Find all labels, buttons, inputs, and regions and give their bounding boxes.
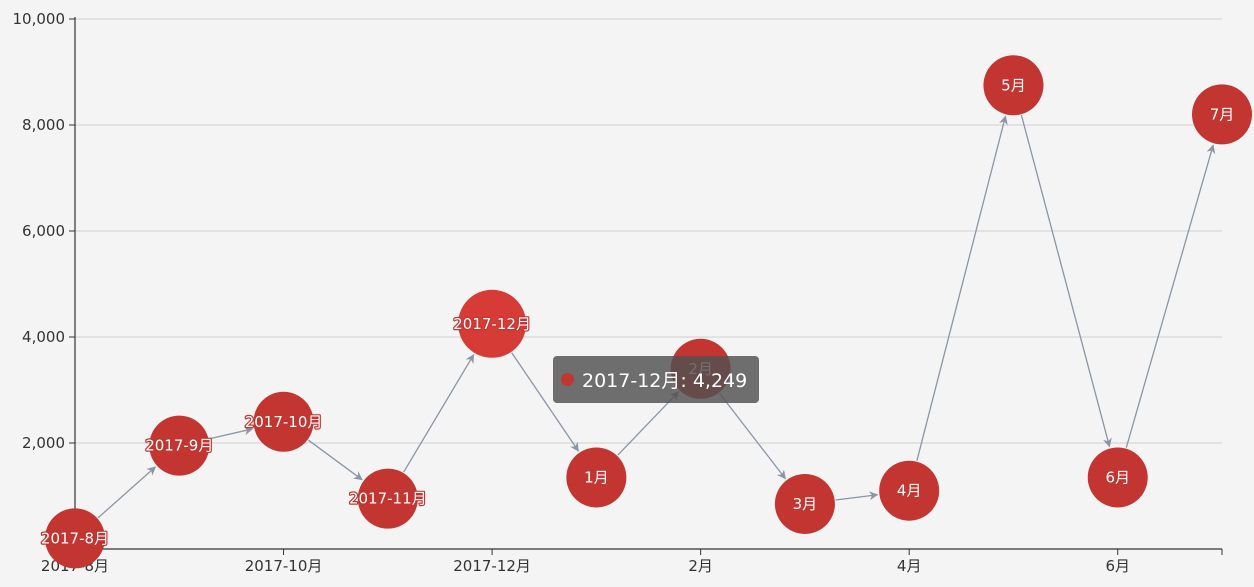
node-label: 2017-9月: [145, 437, 213, 455]
node[interactable]: 6月: [1087, 447, 1148, 508]
node-circle[interactable]: [45, 508, 105, 569]
node[interactable]: 2017-12月: [452, 289, 532, 358]
x-tick-label: 4月: [897, 557, 922, 575]
node-circle[interactable]: [1087, 447, 1148, 508]
node-circle[interactable]: [879, 460, 940, 521]
x-tick-label: 2月: [688, 557, 713, 575]
y-tick-label: 10,000: [13, 10, 66, 28]
node[interactable]: 3月: [774, 473, 835, 534]
edge: [511, 352, 579, 452]
node-label: 1月: [584, 468, 609, 486]
node-label: 4月: [897, 482, 922, 500]
edge: [835, 491, 879, 501]
node-label: 3月: [793, 495, 818, 513]
tooltip: 2017-12月: 4,249: [553, 356, 760, 403]
node-circle[interactable]: [983, 55, 1044, 116]
x-tick-label: 6月: [1105, 557, 1130, 575]
node[interactable]: 5月: [983, 55, 1044, 116]
edge: [403, 353, 475, 473]
node-label: 2017-10月: [245, 413, 323, 431]
tooltip-label: 2017-12月: 4,249: [582, 370, 748, 392]
x-tick-label: 2017-12月: [453, 557, 531, 575]
node[interactable]: 2017-11月: [348, 468, 428, 529]
edge: [209, 426, 254, 440]
node-circle[interactable]: [774, 473, 835, 534]
edge: [719, 392, 786, 480]
node[interactable]: 2017-10月: [244, 391, 324, 452]
node-label: 2017-12月: [453, 315, 531, 333]
edge: [1125, 144, 1216, 448]
grid-layer: [75, 18, 1222, 444]
node-circle[interactable]: [253, 391, 314, 452]
node[interactable]: 2017-9月: [144, 415, 215, 476]
node-label: 5月: [1001, 76, 1026, 94]
edge: [1020, 115, 1112, 448]
edge: [308, 439, 363, 481]
y-tick-label: 8,000: [22, 116, 65, 134]
node-label: 6月: [1105, 468, 1130, 486]
x-tick-label: 2017-10月: [245, 557, 323, 575]
node-label: 2017-11月: [349, 490, 427, 508]
y-tick-label: 4,000: [22, 328, 65, 346]
node-label: 2017-8月: [41, 529, 109, 547]
node-circle[interactable]: [566, 447, 627, 508]
edge: [916, 115, 1008, 461]
node-circle[interactable]: [357, 468, 418, 529]
edge: [97, 466, 157, 519]
node-circle[interactable]: [458, 289, 527, 358]
node[interactable]: 4月: [879, 460, 940, 521]
node[interactable]: 1月: [566, 447, 627, 508]
node-layer: 2017-8月 2017-9月 2017-10月 2017-11月 2017-12月 1月…: [40, 55, 1252, 569]
node[interactable]: 2017-8月: [40, 508, 110, 569]
node-circle[interactable]: [149, 415, 210, 476]
tooltip-dot: [561, 373, 574, 386]
node-circle[interactable]: [1192, 84, 1252, 145]
y-tick-label: 6,000: [22, 222, 65, 240]
node-label: 7月: [1210, 105, 1235, 123]
node[interactable]: 7月: [1192, 84, 1252, 145]
y-tick-label: 2,000: [22, 434, 65, 452]
edge-layer: [97, 115, 1216, 519]
